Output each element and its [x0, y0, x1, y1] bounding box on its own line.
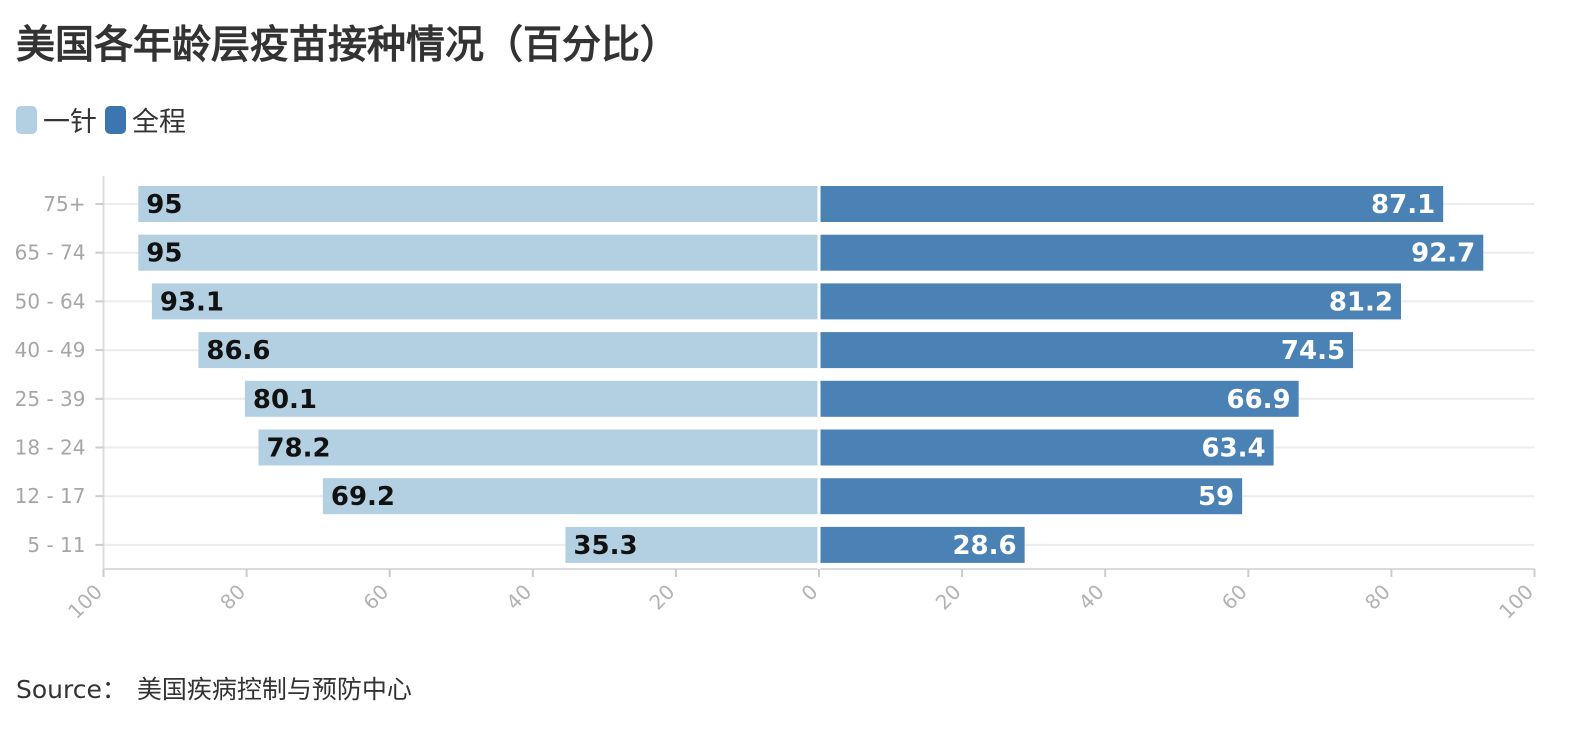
y-tick-label: 40 - 49 [15, 338, 86, 362]
x-tick-label: 60 [1217, 580, 1252, 615]
legend-label-full-dose: 全程 [132, 107, 186, 138]
y-tick-label: 18 - 24 [15, 436, 86, 460]
x-tick-label: 80 [215, 580, 250, 615]
data-label-first-dose: 95 [146, 190, 182, 220]
data-label-full-dose: 87.1 [1371, 190, 1435, 220]
bar-full-dose [820, 234, 1484, 271]
data-label-first-dose: 95 [146, 239, 182, 269]
data-label-full-dose: 66.9 [1227, 385, 1291, 415]
x-tick-label: 0 [797, 580, 823, 606]
bar-first-dose [322, 478, 818, 515]
bar-first-dose [138, 186, 818, 222]
data-label-full-dose: 92.7 [1411, 239, 1475, 269]
data-label-first-dose: 86.6 [206, 336, 270, 366]
legend-item-first-dose[interactable]: 一针 [16, 100, 97, 139]
data-label-full-dose: 28.6 [952, 531, 1016, 561]
bar-first-dose [151, 283, 818, 320]
legend-label-first-dose: 一针 [43, 107, 97, 138]
data-label-full-dose: 74.5 [1281, 336, 1345, 366]
x-tick-label: 80 [1360, 580, 1395, 615]
chart-title: 美国各年龄层疫苗接种情况（百分比） [16, 23, 680, 68]
data-label-first-dose: 69.2 [331, 482, 395, 512]
bar-full-dose [820, 283, 1401, 320]
x-tick-label: 20 [931, 580, 966, 615]
source-text: 美国疾病控制与预防中心 [136, 675, 412, 704]
y-tick-label: 50 - 64 [15, 289, 86, 313]
source-label: Source： [16, 675, 127, 704]
bar-full-dose [820, 526, 1025, 563]
data-label-full-dose: 59 [1198, 482, 1234, 512]
bar-full-dose [820, 332, 1354, 369]
legend-swatch-full-dose [105, 105, 126, 134]
x-tick-label: 100 [1494, 580, 1538, 624]
x-tick-label: 40 [501, 580, 536, 615]
bar-first-dose [138, 234, 818, 271]
bar-first-dose [258, 429, 818, 466]
bar-full-dose [820, 380, 1299, 417]
y-tick-label: 5 - 11 [27, 533, 85, 557]
y-tick-label: 25 - 39 [15, 387, 86, 411]
x-tick-label: 40 [1074, 580, 1109, 615]
data-label-first-dose: 93.1 [160, 287, 224, 317]
y-tick-label: 12 - 17 [15, 484, 86, 508]
source-note: Source： 美国疾病控制与预防中心 [16, 670, 412, 706]
bar-first-dose [565, 526, 818, 563]
legend-swatch-first-dose [16, 105, 37, 134]
legend-item-full-dose[interactable]: 全程 [105, 100, 186, 139]
x-tick-label: 100 [63, 580, 107, 624]
y-tick-label: 65 - 74 [15, 241, 86, 265]
x-tick-label: 20 [644, 580, 679, 615]
x-tick-label: 60 [358, 580, 393, 615]
bar-full-dose [820, 429, 1274, 466]
legend: 一针 全程 [16, 100, 194, 139]
data-label-full-dose: 63.4 [1201, 434, 1265, 464]
bar-full-dose [820, 478, 1243, 515]
data-label-first-dose: 35.3 [573, 531, 637, 561]
data-label-full-dose: 81.2 [1329, 287, 1393, 317]
bar-full-dose [820, 186, 1444, 222]
y-tick-label: 75+ [43, 192, 85, 216]
data-label-first-dose: 80.1 [253, 385, 317, 415]
data-label-first-dose: 78.2 [266, 434, 330, 464]
bar-first-dose [244, 380, 818, 417]
bar-first-dose [198, 332, 818, 369]
